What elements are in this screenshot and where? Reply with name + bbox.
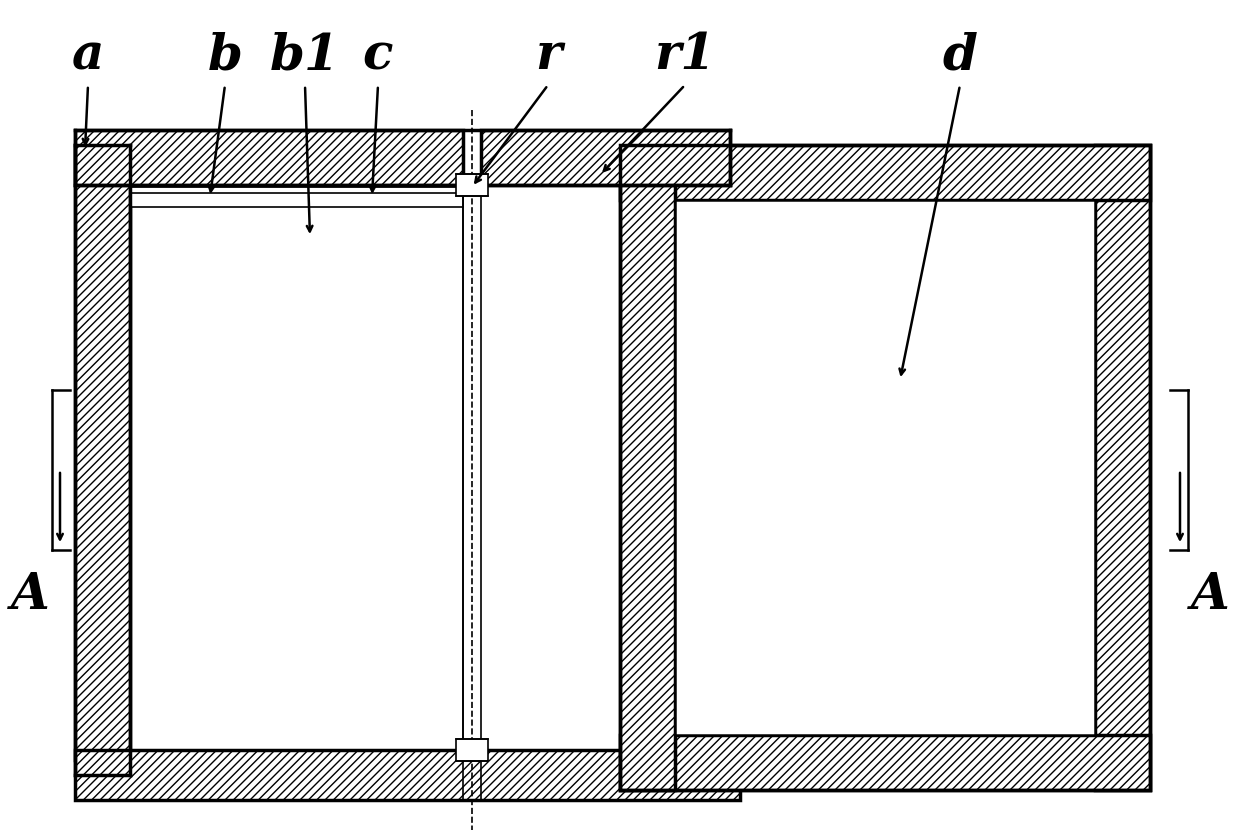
- Text: a: a: [72, 31, 104, 80]
- Bar: [620, 735, 1149, 790]
- Bar: [620, 145, 1149, 790]
- Text: b: b: [207, 31, 243, 80]
- Text: d: d: [942, 31, 977, 80]
- Bar: [130, 187, 463, 207]
- Text: b1: b1: [270, 31, 340, 80]
- Bar: [1095, 145, 1149, 790]
- Bar: [675, 200, 1095, 735]
- Bar: [481, 130, 730, 185]
- Bar: [74, 145, 130, 760]
- Text: A: A: [1190, 571, 1229, 620]
- Bar: [130, 175, 463, 760]
- Bar: [456, 174, 489, 196]
- Bar: [456, 739, 489, 761]
- Text: c: c: [363, 31, 393, 80]
- Bar: [74, 750, 740, 800]
- Text: r1: r1: [655, 31, 715, 80]
- Bar: [74, 130, 463, 185]
- Bar: [620, 145, 675, 790]
- Bar: [74, 750, 740, 760]
- Text: r: r: [534, 31, 562, 80]
- Bar: [74, 750, 711, 760]
- Bar: [620, 145, 1149, 200]
- Text: A: A: [11, 571, 50, 620]
